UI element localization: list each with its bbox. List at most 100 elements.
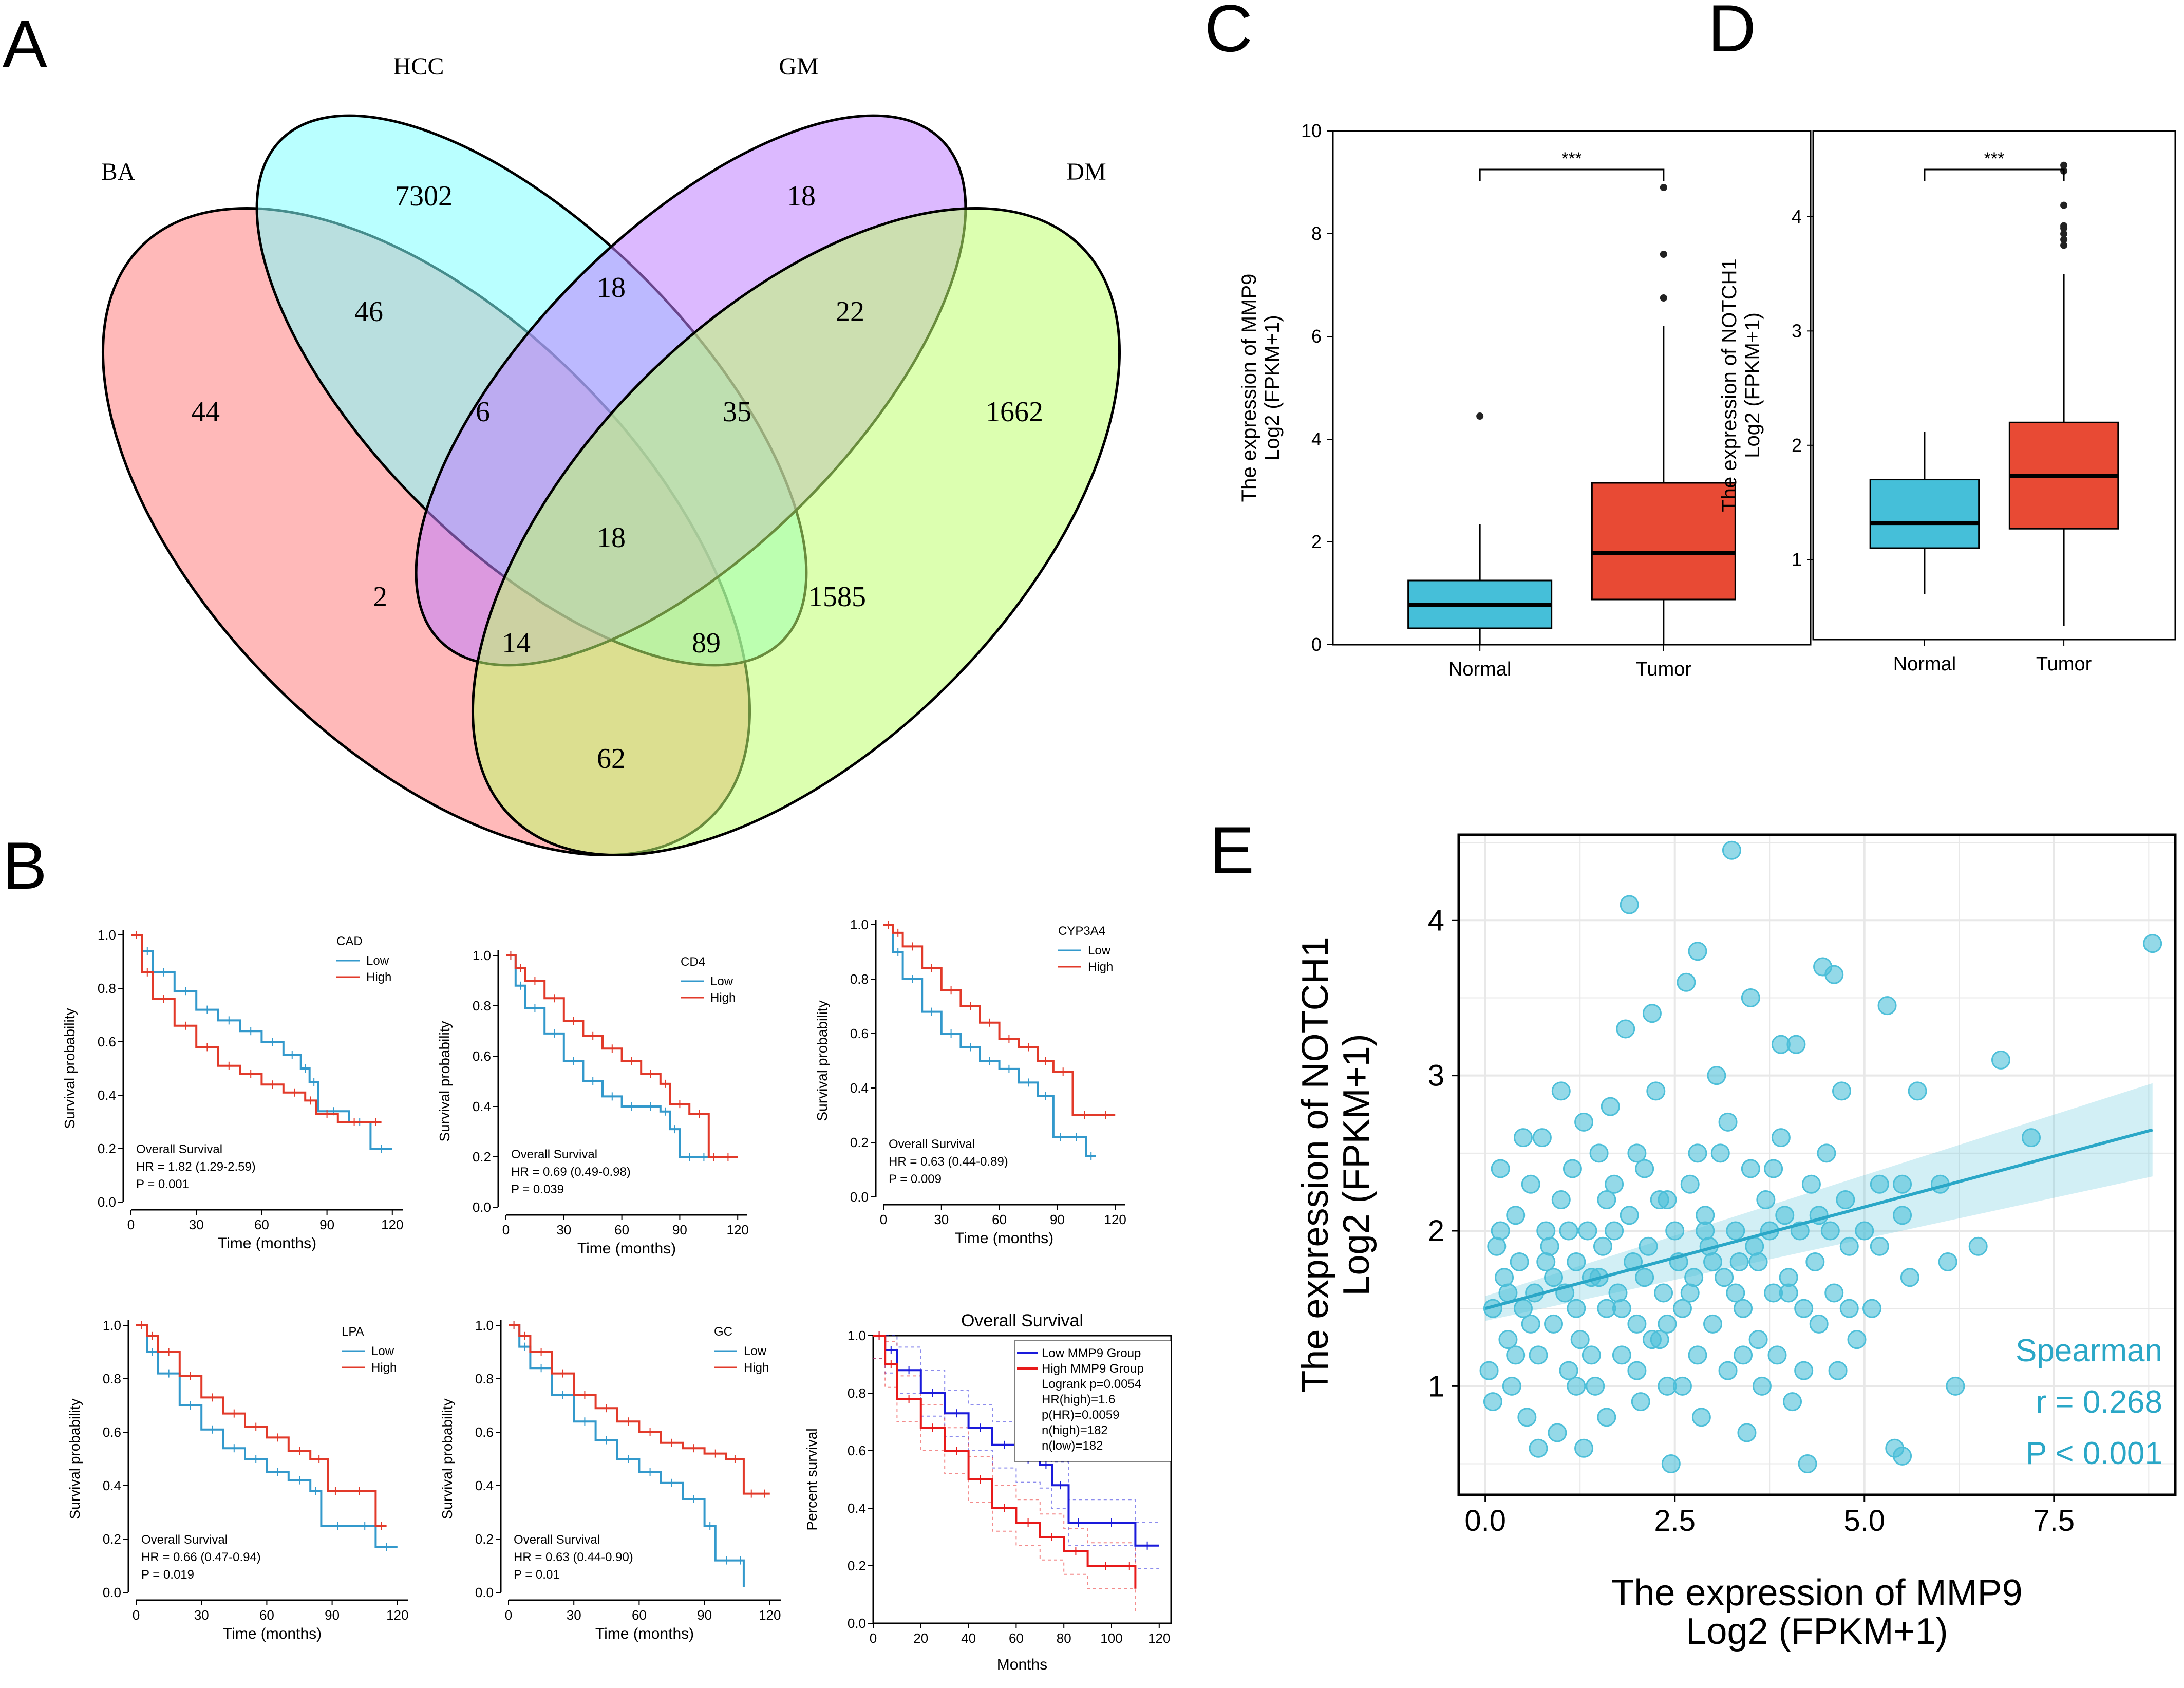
- scatter-point: [1562, 1159, 1582, 1178]
- venn-region-ba-gm: 2: [373, 581, 387, 613]
- scatter-point: [1605, 1221, 1624, 1241]
- km-y-tick-label: 0.4: [473, 1099, 491, 1114]
- scatter-point: [1839, 1236, 1859, 1256]
- venn-region-hcc-gm: 18: [597, 272, 626, 304]
- scatter-point: [1642, 1004, 1662, 1023]
- box-x-tick-label: Tumor: [1636, 659, 1692, 680]
- box-plot-box-notch1: 1 2 3 4 Normal Tumor *** The expression of NOTC…: [1718, 130, 2176, 675]
- scatter-point: [1893, 1206, 1912, 1225]
- scatter-point: [1612, 1345, 1631, 1365]
- significance-stars: ***: [1561, 149, 1582, 168]
- scatter-point: [1809, 1314, 1829, 1334]
- km-y-tick-label: 0.2: [475, 1531, 494, 1547]
- scatter-point: [1665, 1221, 1685, 1241]
- km-x-tick-label: 0: [505, 1607, 512, 1623]
- scatter-point: [1658, 1314, 1677, 1334]
- km-legend-label: High: [710, 991, 736, 1005]
- box-y-tick-label: 0: [1311, 634, 1322, 655]
- scatter-point: [1650, 1330, 1669, 1349]
- km-legend-title: CAD: [336, 934, 363, 948]
- box-frame: [1812, 130, 2176, 641]
- km-x-tick-label: 90: [319, 1217, 334, 1232]
- scatter-point: [1737, 1423, 1757, 1442]
- scatter-point: [1495, 1268, 1514, 1287]
- scatter-point: [1745, 1236, 1764, 1256]
- km-y-label: Survival probability: [437, 1021, 453, 1142]
- scatter-point: [1718, 1361, 1738, 1380]
- km-y-tick-label: 0.6: [850, 1026, 869, 1041]
- km-x-tick-label: 60: [614, 1222, 629, 1237]
- km-y-tick-label: 0.0: [848, 1616, 866, 1631]
- km-y-tick-label: 0.0: [103, 1585, 121, 1600]
- scatter-point: [1688, 942, 1707, 961]
- km-x-tick-label: 30: [556, 1222, 571, 1237]
- venn-diagram: BA HCC GM DM 7302 18 44 1662 46 18 22 6 …: [101, 53, 1121, 857]
- scatter-point: [1616, 1019, 1635, 1039]
- scatter-point: [1847, 1330, 1867, 1349]
- scatter-point: [1684, 1268, 1704, 1287]
- km-x-tick-label: 40: [961, 1630, 976, 1646]
- km-annotation: HR = 1.82 (1.29-2.59): [136, 1160, 256, 1174]
- scatter-point: [1521, 1314, 1540, 1334]
- scatter-point: [1798, 1454, 1817, 1474]
- km-y-tick-label: 0.0: [473, 1199, 491, 1215]
- scatter-point: [1752, 1376, 1772, 1396]
- km-y-tick-label: 1.0: [98, 927, 116, 943]
- venn-region-hcc-only: 7302: [395, 180, 453, 212]
- scatter-point: [1635, 1159, 1654, 1178]
- scatter-point: [1513, 1128, 1533, 1148]
- scatter-y-tick-label: 1: [1428, 1370, 1444, 1403]
- scatter-point: [1498, 1330, 1518, 1349]
- km-x-tick-label: 30: [189, 1217, 204, 1232]
- km-x-tick-label: 90: [697, 1607, 712, 1623]
- significance-bracket: [1479, 168, 1665, 181]
- scatter-point: [1748, 1252, 1768, 1271]
- scatter-point: [1589, 1143, 1609, 1163]
- scatter-point: [1748, 1330, 1768, 1349]
- scatter-point: [1521, 1174, 1540, 1194]
- panel-label-a: A: [3, 6, 47, 81]
- box-y-label-line2: Log2 (FPKM+1): [1261, 315, 1284, 460]
- km-curve-high-mmp9-group: [873, 1335, 1137, 1589]
- km-curve-low: [883, 924, 1096, 1157]
- scatter-point: [1870, 1236, 1889, 1256]
- scatter-point: [1703, 1314, 1723, 1334]
- scatter-point: [1817, 1143, 1836, 1163]
- box-x-tick-label: Normal: [1448, 659, 1511, 680]
- km-annotation: P = 0.01: [514, 1568, 560, 1582]
- scatter-point: [1734, 1299, 1753, 1318]
- scatter-y-tick-label: 3: [1428, 1059, 1444, 1093]
- box-tumor: [1591, 482, 1736, 601]
- scatter-point: [1946, 1376, 1965, 1396]
- km-x-label: Months: [997, 1656, 1047, 1673]
- km-y-tick-label: 1.0: [473, 948, 491, 963]
- km-y-tick-label: 0.6: [475, 1424, 494, 1440]
- scatter-point: [1779, 1283, 1798, 1303]
- scatter-point: [1487, 1236, 1507, 1256]
- scatter-point: [1794, 1361, 1814, 1380]
- venn-region-ba-hcc: 46: [354, 296, 383, 328]
- km-legend-label: High: [1088, 960, 1113, 974]
- km-curve-low: [136, 1324, 398, 1548]
- box-y-tick-label: 2: [1311, 531, 1322, 552]
- significance-bracket: [1924, 168, 2065, 181]
- km-annotation: Overall Survival: [136, 1142, 222, 1156]
- km-x-tick-label: 120: [727, 1222, 749, 1237]
- km-legend-label: Low: [371, 1344, 394, 1358]
- km-y-tick-label: 0.0: [98, 1194, 116, 1210]
- km-legend-label: Low: [744, 1344, 767, 1358]
- km-x-label: Time (months): [577, 1240, 676, 1257]
- scatter-point: [1938, 1252, 1957, 1271]
- scatter-point: [1627, 1314, 1647, 1334]
- scatter-y-label-line2: Log2 (FPKM+1): [1336, 1034, 1377, 1296]
- scatter-x-label-line1: The expression of MMP9: [1611, 1572, 2022, 1614]
- scatter-point: [1646, 1081, 1666, 1101]
- km-y-tick-label: 0.4: [98, 1087, 116, 1103]
- scatter-point: [1672, 1299, 1692, 1318]
- scatter-point: [1491, 1159, 1510, 1178]
- venn-region-dm-only: 1662: [986, 396, 1043, 428]
- km-y-tick-label: 0.4: [475, 1478, 494, 1493]
- scatter-point: [1696, 1221, 1715, 1241]
- km-x-tick-label: 120: [381, 1217, 403, 1232]
